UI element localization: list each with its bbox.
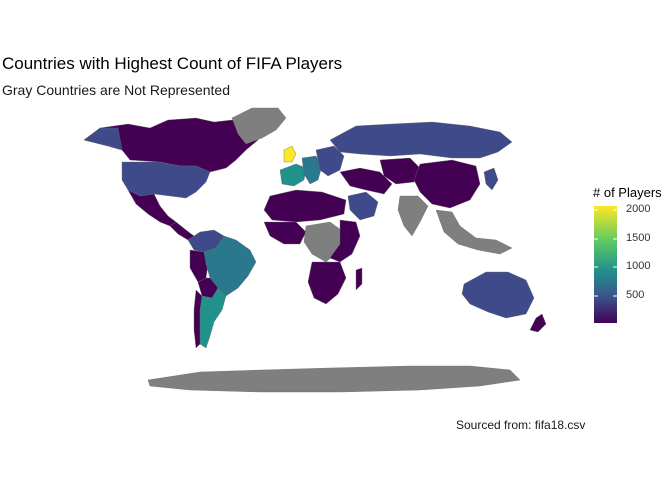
source-caption: Sourced from: fifa18.csv (456, 418, 586, 432)
region-argentina (199, 287, 227, 349)
region-antarctica (147, 365, 521, 393)
region-greenland (231, 107, 287, 145)
region-china (413, 159, 481, 209)
region-uk (283, 145, 297, 163)
region-turkey-iran (339, 167, 393, 195)
region-eastern-europe (315, 145, 345, 177)
region-east-africa (329, 219, 361, 263)
region-saudi-arabia (347, 191, 379, 221)
region-korea-japan (483, 167, 499, 191)
region-madagascar (355, 267, 363, 291)
region-north-africa (263, 189, 347, 223)
region-germany-italy (301, 155, 323, 185)
legend-tick-2000: 2000 (626, 203, 651, 215)
legend-colorbar (594, 206, 617, 323)
region-central-asia (379, 157, 423, 185)
legend-title: # of Players (593, 185, 662, 200)
region-central-america (169, 221, 195, 241)
region-chile (193, 289, 203, 349)
region-russia (329, 121, 513, 159)
region-new-zealand (529, 313, 547, 333)
legend-tick-1000: 1000 (626, 260, 651, 272)
legend-tick-1500: 1500 (626, 232, 651, 244)
region-india (397, 195, 429, 237)
map-subtitle: Gray Countries are Not Represented (2, 82, 230, 98)
region-southeast-asia (435, 209, 513, 255)
region-usa (121, 161, 211, 199)
map-title: Countries with Highest Count of FIFA Pla… (2, 54, 343, 73)
legend-tick-500: 500 (626, 289, 645, 301)
region-west-africa (263, 221, 307, 245)
region-france-spain (279, 163, 307, 187)
region-alaska (83, 127, 123, 151)
region-canada (83, 117, 259, 173)
region-southern-africa (307, 261, 347, 305)
region-australia (461, 271, 535, 319)
